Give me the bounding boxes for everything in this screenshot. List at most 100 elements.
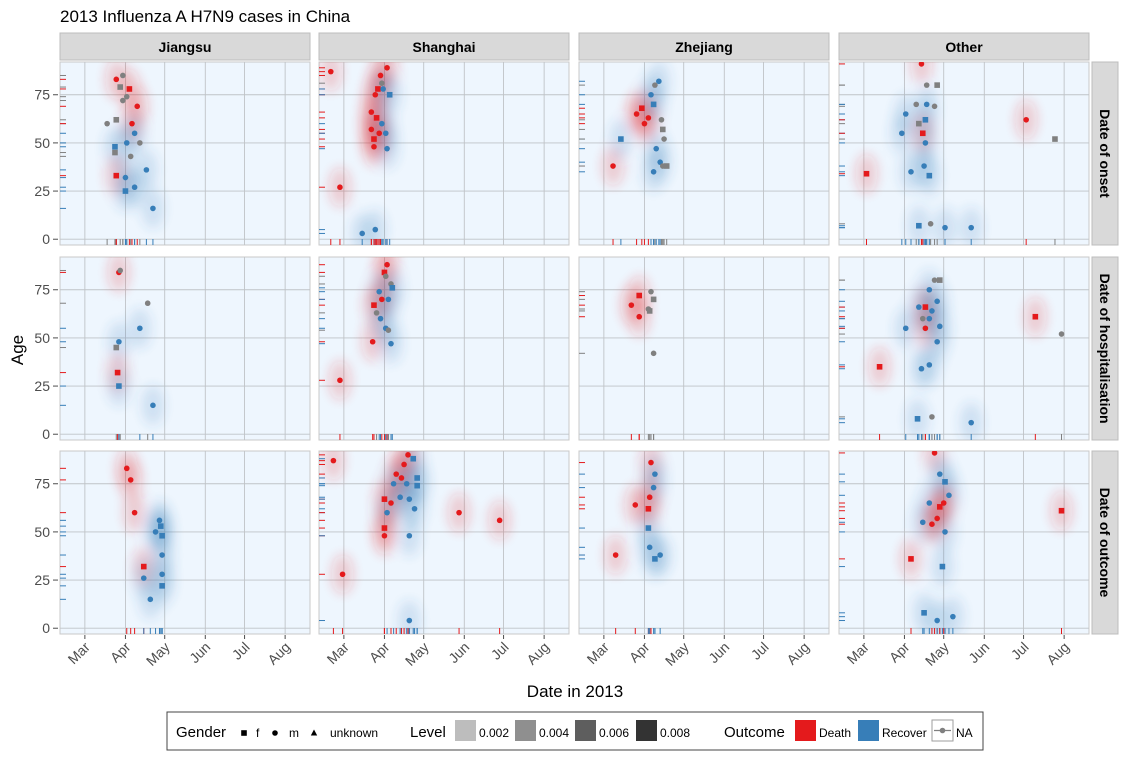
data-point xyxy=(922,304,929,310)
data-point xyxy=(646,494,653,501)
data-point xyxy=(104,120,110,127)
points xyxy=(330,452,503,624)
panel-background xyxy=(318,256,570,441)
legend-gender-label: f xyxy=(256,726,260,740)
panel-other-1 xyxy=(838,256,1090,441)
facet-column-label: Other xyxy=(945,39,983,55)
facet-column-label: Shanghai xyxy=(412,39,475,55)
data-point xyxy=(134,103,141,110)
data-point xyxy=(902,325,909,332)
data-point xyxy=(131,130,138,137)
data-point xyxy=(922,325,929,332)
points xyxy=(610,78,670,175)
x-tick-label: May xyxy=(662,639,692,669)
data-point xyxy=(648,288,654,295)
panel-jiangsu-2 xyxy=(59,450,311,635)
panel-background xyxy=(59,61,311,246)
data-point xyxy=(401,461,407,468)
x-tick-label: Aug xyxy=(783,639,812,668)
points xyxy=(113,267,156,409)
points xyxy=(123,465,165,603)
data-point xyxy=(923,101,930,108)
data-point xyxy=(372,91,379,98)
data-point xyxy=(931,451,938,456)
x-tick-label: Apr xyxy=(366,639,393,666)
data-point xyxy=(936,323,943,330)
data-point xyxy=(123,140,130,146)
data-point xyxy=(337,377,343,384)
data-point xyxy=(159,583,165,589)
data-point xyxy=(657,552,663,558)
data-point xyxy=(379,296,385,303)
points xyxy=(104,72,156,212)
data-point xyxy=(381,532,388,539)
legend-level-swatch xyxy=(515,720,536,741)
rug-marks xyxy=(60,74,154,245)
facet-strip-zhejiang: Zhejiang xyxy=(578,32,830,61)
data-point xyxy=(1032,313,1039,320)
data-point xyxy=(931,277,938,283)
x-tick-label: Aug xyxy=(523,639,552,668)
data-point xyxy=(902,111,909,117)
legend-level-title: Level xyxy=(410,724,446,741)
points xyxy=(337,261,396,384)
y-tick-label: 25 xyxy=(34,378,50,394)
data-point xyxy=(876,364,883,370)
data-point xyxy=(114,369,121,376)
facet-strip-other: Other xyxy=(838,32,1090,61)
density-blob xyxy=(910,62,933,84)
x-tick-label: Mar xyxy=(324,639,353,668)
data-point xyxy=(652,82,658,88)
data-point xyxy=(143,167,150,173)
data-point xyxy=(381,525,388,531)
data-point xyxy=(123,93,130,100)
data-point xyxy=(926,500,933,506)
y-tick-label: 75 xyxy=(34,87,50,103)
data-point xyxy=(908,556,914,562)
data-point xyxy=(117,84,124,90)
data-point xyxy=(379,80,385,86)
data-point xyxy=(388,340,394,347)
axes: Age Date in 2013 xyxy=(8,335,623,701)
legend-outcome-swatch xyxy=(795,720,816,741)
y-tick-label: 75 xyxy=(34,476,50,492)
data-point xyxy=(113,116,120,123)
data-point xyxy=(863,170,870,177)
panel-shanghai-1 xyxy=(318,256,570,441)
legend-gender-symbol xyxy=(272,730,278,736)
data-point xyxy=(639,105,645,112)
data-point xyxy=(914,416,921,422)
data-point xyxy=(648,91,654,98)
data-point xyxy=(653,145,660,152)
data-point xyxy=(372,226,379,233)
y-tick-label: 25 xyxy=(34,572,50,588)
x-tick-label: Jul xyxy=(229,639,253,663)
data-point xyxy=(112,149,118,156)
data-point xyxy=(410,455,417,462)
data-point xyxy=(157,523,164,529)
data-point xyxy=(384,64,390,71)
rug-marks xyxy=(319,67,391,245)
data-point xyxy=(934,298,940,305)
legend-level-label: 0.006 xyxy=(599,726,629,740)
rug-marks xyxy=(60,467,163,634)
data-point xyxy=(936,277,943,283)
data-point xyxy=(382,130,389,137)
data-point xyxy=(122,174,129,181)
legend-outcome-label: Recover xyxy=(882,726,927,740)
data-point xyxy=(919,519,926,526)
legend-outcome-label: NA xyxy=(956,726,973,740)
legend-outcome-swatch xyxy=(858,720,879,741)
data-point xyxy=(156,517,163,524)
data-point xyxy=(1052,136,1058,142)
x-tick-label: Aug xyxy=(1043,639,1072,668)
chart-title: 2013 Influenza A H7N9 cases in China xyxy=(60,7,351,26)
legend-level-swatch xyxy=(575,720,596,741)
x-axis-label: Date in 2013 xyxy=(527,682,623,701)
legend-gender-title: Gender xyxy=(176,724,226,741)
rug-marks xyxy=(579,462,661,634)
facet-strip-shanghai: Shanghai xyxy=(318,32,570,61)
data-point xyxy=(636,313,643,320)
data-point xyxy=(946,492,952,499)
legend-gender-label: m xyxy=(289,726,299,740)
